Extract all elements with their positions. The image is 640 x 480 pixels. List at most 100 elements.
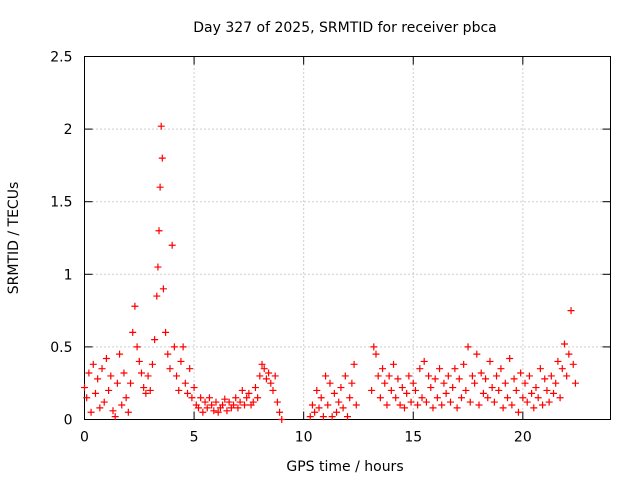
data-point [317,394,325,402]
data-point [554,357,562,365]
data-point [379,365,387,373]
data-point [556,394,564,402]
data-point [560,340,568,348]
y-tick-label: 0 [64,413,73,429]
data-point [214,408,222,416]
data-point [158,154,166,162]
data-point [488,384,496,392]
x-tick-label: 10 [295,430,313,446]
data-point [276,408,284,416]
data-point [473,350,481,358]
data-point [449,384,457,392]
data-point [271,372,279,380]
data-point [438,401,446,409]
data-point [550,389,558,397]
data-point [517,369,525,377]
data-point [102,355,110,363]
plot-frame [84,56,611,420]
data-point [422,398,430,406]
data-point [168,241,176,249]
data-point [230,401,238,409]
data-point [497,365,505,373]
data-point [107,372,115,380]
data-point [411,386,419,394]
data-point [135,357,143,365]
data-point [155,227,163,235]
data-point [341,372,349,380]
data-point [111,413,119,421]
data-point [539,401,547,409]
data-point [420,357,428,365]
data-point [471,379,479,387]
grid-lines [84,56,611,420]
data-point [278,416,286,423]
data-point [534,394,542,402]
data-point [205,394,213,402]
data-point [81,384,88,392]
data-point [453,404,461,412]
x-tick-label: 5 [190,430,199,446]
data-point [170,343,178,351]
data-point [113,379,121,387]
data-point [501,379,509,387]
data-point [475,401,483,409]
data-point [322,372,330,380]
data-point [477,369,485,377]
data-point [416,365,424,373]
data-point [396,401,404,409]
data-point [140,384,148,392]
data-point [240,401,248,409]
data-point [83,394,91,402]
data-point [545,398,553,406]
data-point [464,343,472,351]
data-point [530,404,538,412]
data-point [175,386,183,394]
data-point [249,398,257,406]
data-point [431,375,439,383]
data-point [100,398,108,406]
data-point [387,386,395,394]
data-point [392,394,400,402]
data-point [514,408,522,416]
data-point [223,407,231,415]
data-point [493,372,501,380]
data-point [267,379,275,387]
data-point [508,401,516,409]
data-point [427,384,435,392]
data-point [127,379,135,387]
data-point [306,413,314,421]
x-tick-labels: 0 5 10 15 20 [80,430,532,446]
data-point [442,389,450,397]
data-point [482,375,490,383]
data-point [162,328,170,336]
data-point [173,372,181,380]
axis-ticks [84,56,611,420]
y-tick-label: 2.5 [50,50,72,66]
data-point [503,394,511,402]
y-axis-label: SRMTID / TECUs [6,182,22,295]
data-point [236,398,244,406]
data-point [137,369,145,377]
data-point [436,365,444,373]
data-point [433,394,441,402]
data-point [350,360,358,368]
data-point [232,394,240,402]
data-point [197,394,205,402]
x-tick-label: 15 [404,430,422,446]
data-point [368,386,376,394]
data-point [238,386,246,394]
data-point [462,386,470,394]
data-point [337,384,345,392]
data-point [221,395,229,403]
data-point [565,350,573,358]
data-point [146,386,154,394]
data-point [328,413,336,421]
data-point [273,398,281,406]
data-point [512,386,520,394]
y-tick-label: 0.5 [50,340,72,356]
chart-title: Day 327 of 2025, SRMTID for receiver pbc… [193,20,496,36]
data-point [181,379,189,387]
data-point [374,372,382,380]
x-tick-label: 20 [514,430,532,446]
data-point [372,350,380,358]
